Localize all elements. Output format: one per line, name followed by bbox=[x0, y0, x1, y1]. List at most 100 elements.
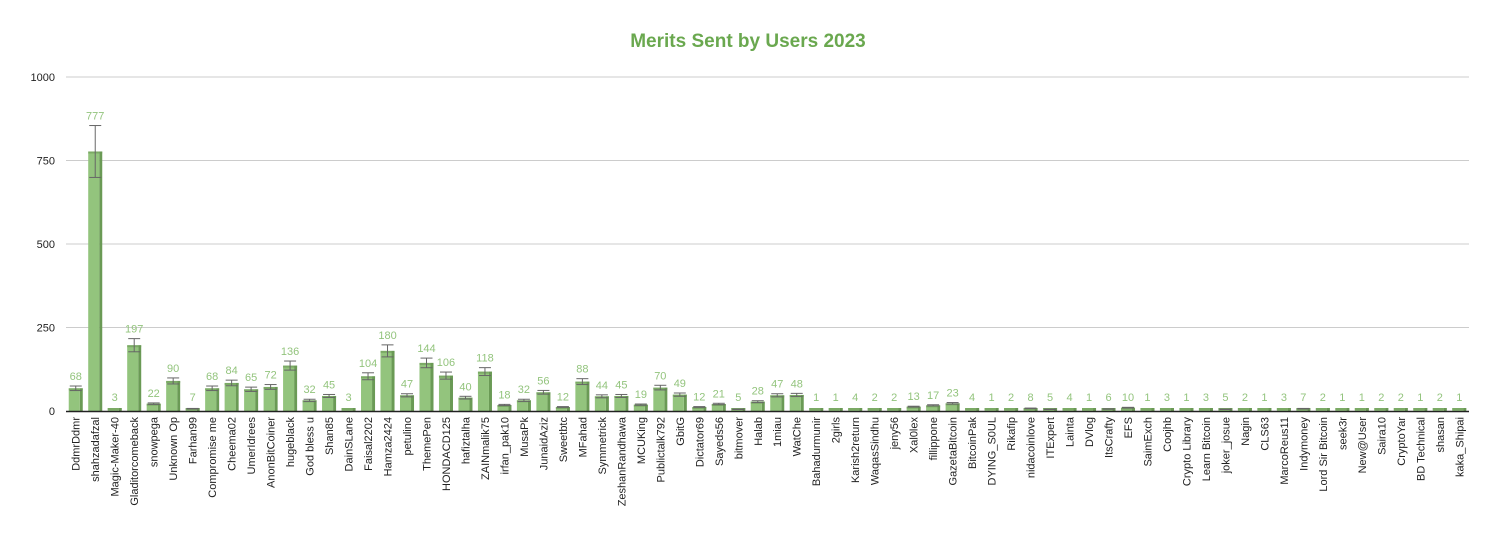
bar bbox=[614, 395, 626, 411]
x-tick-label: God bless u bbox=[305, 417, 317, 476]
x-tick-label: hafiztalha bbox=[460, 416, 472, 464]
data-label: 32 bbox=[303, 384, 315, 396]
error-bar bbox=[576, 378, 589, 386]
x-tick-label: UmerIdrees bbox=[246, 417, 258, 475]
x-tick-label: Nagin bbox=[1240, 417, 1252, 446]
bar bbox=[146, 403, 158, 411]
x-tick-label: hugeblack bbox=[285, 417, 297, 468]
error-bar bbox=[517, 398, 530, 402]
error-bar bbox=[946, 402, 959, 405]
gridlines bbox=[66, 76, 1469, 328]
bar-shadow bbox=[508, 404, 512, 411]
data-label: 197 bbox=[125, 324, 143, 336]
data-label: 49 bbox=[674, 378, 686, 390]
bar-top-edge bbox=[1393, 408, 1408, 410]
bar-shadow bbox=[644, 404, 648, 411]
data-label: 2 bbox=[1437, 392, 1443, 404]
error-bar bbox=[615, 393, 628, 398]
bar bbox=[770, 395, 782, 411]
data-label: 13 bbox=[908, 391, 920, 403]
x-tick-label: Halab bbox=[753, 417, 765, 446]
data-label: 32 bbox=[518, 384, 530, 396]
x-tick-label: WaqasSindhu bbox=[870, 417, 882, 485]
error-bar bbox=[147, 402, 160, 405]
x-tick-label: Saira10 bbox=[1376, 417, 1388, 455]
x-tick-label: shasan bbox=[1435, 417, 1447, 452]
bar bbox=[575, 381, 587, 411]
data-label: 68 bbox=[206, 371, 218, 383]
x-tick-label: nidacoinlove bbox=[1026, 417, 1038, 478]
data-label: 6 bbox=[1105, 392, 1111, 404]
error-bar bbox=[537, 389, 550, 395]
data-label: 1 bbox=[1183, 392, 1189, 404]
bar-top-edge bbox=[965, 408, 980, 410]
y-tick-label: 0 bbox=[49, 406, 55, 418]
x-tick-label: kaka_Shipai bbox=[1454, 417, 1466, 477]
bar bbox=[399, 395, 412, 411]
bar-top-edge bbox=[906, 406, 921, 409]
bar-shadow bbox=[469, 397, 473, 411]
bar bbox=[263, 386, 275, 411]
x-tick-label: Lord Sir Bitcoin bbox=[1318, 417, 1330, 492]
error-bar bbox=[245, 386, 258, 392]
error-bar bbox=[381, 344, 394, 358]
x-tick-label: Unknown Op bbox=[168, 417, 180, 481]
error-bar bbox=[1024, 407, 1037, 410]
data-label: 3 bbox=[112, 392, 118, 404]
data-label: 2 bbox=[872, 392, 878, 404]
bar-shadow bbox=[800, 394, 804, 411]
data-label: 56 bbox=[537, 375, 549, 387]
bar-top-edge bbox=[1354, 408, 1369, 410]
error-bar bbox=[790, 392, 803, 398]
x-tick-label: EFS bbox=[1123, 417, 1135, 438]
data-label: 7 bbox=[1300, 392, 1306, 404]
data-label: 47 bbox=[401, 379, 413, 391]
bar-shadow bbox=[625, 395, 629, 411]
data-label: 1 bbox=[813, 392, 819, 404]
bar-shadow bbox=[683, 394, 687, 411]
bar-shadow bbox=[703, 406, 707, 411]
bar-top-edge bbox=[887, 408, 902, 410]
bar-shadow bbox=[449, 375, 453, 411]
bar-shadow bbox=[547, 392, 551, 411]
bar-top-edge bbox=[1374, 408, 1389, 410]
data-label: 65 bbox=[245, 372, 257, 384]
x-tick-label: MusaPk bbox=[519, 417, 531, 457]
bar-shadow bbox=[372, 376, 376, 411]
data-label: 45 bbox=[323, 379, 335, 391]
data-label: 10 bbox=[1122, 392, 1134, 404]
bar-top-edge bbox=[1140, 408, 1155, 410]
bar-top-edge bbox=[828, 408, 843, 410]
bar-top-edge bbox=[107, 408, 122, 410]
error-bar bbox=[693, 406, 706, 408]
data-label: 2 bbox=[1378, 392, 1384, 404]
bar-shadow bbox=[956, 403, 960, 411]
bar bbox=[945, 403, 957, 411]
x-tick-label: petulino bbox=[402, 417, 414, 456]
bar-shadow bbox=[411, 395, 415, 411]
x-tick-label: SaimExch bbox=[1142, 417, 1154, 467]
bar bbox=[419, 362, 431, 411]
error-bar bbox=[478, 367, 491, 377]
bar bbox=[516, 400, 528, 411]
bar-top-edge bbox=[1179, 408, 1194, 410]
x-tick-label: DVlog bbox=[1084, 417, 1096, 447]
x-tick-label: Hamza2424 bbox=[383, 417, 395, 476]
y-tick-label: 250 bbox=[37, 323, 55, 335]
data-label: 28 bbox=[752, 386, 764, 398]
data-label: 45 bbox=[615, 379, 627, 391]
data-label: 2 bbox=[891, 392, 897, 404]
x-tick-label: Coojhb bbox=[1162, 417, 1174, 452]
bar-shadow bbox=[313, 400, 317, 411]
bar-shadow bbox=[761, 401, 765, 411]
y-tick-label: 1000 bbox=[31, 72, 55, 84]
x-tick-label: JunaidAziz bbox=[538, 417, 550, 470]
x-tick-label: MFahad bbox=[577, 417, 589, 457]
x-tick-label: bitmover bbox=[733, 417, 745, 460]
data-label: 84 bbox=[226, 365, 238, 377]
data-label: 1 bbox=[1359, 392, 1365, 404]
bar-shadow bbox=[917, 406, 921, 411]
data-label: 118 bbox=[476, 353, 494, 365]
bar bbox=[361, 376, 373, 411]
